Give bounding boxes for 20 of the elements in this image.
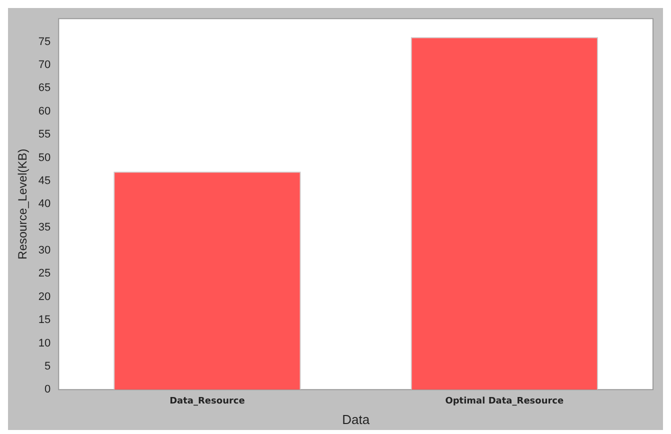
- y-tick-label: 40: [38, 198, 51, 210]
- y-tick-label: 20: [38, 290, 51, 303]
- y-tick-label: 15: [38, 314, 51, 326]
- y-tick-label: 75: [38, 36, 51, 48]
- y-tick-label: 65: [38, 82, 51, 94]
- x-tick-label: Optimal Data_Resource: [445, 396, 564, 406]
- y-tick-label: 30: [38, 244, 51, 257]
- y-tick-label: 5: [44, 360, 51, 372]
- y-tick-label: 50: [38, 152, 51, 164]
- y-tick-label: 10: [38, 337, 51, 350]
- y-tick-label: 0: [44, 384, 51, 396]
- x-axis-title: Data: [342, 412, 370, 427]
- y-tick-label: 55: [38, 128, 51, 141]
- y-tick-label: 70: [38, 59, 51, 72]
- x-tick-label: Data_Resource: [170, 396, 245, 406]
- y-tick-label: 45: [38, 174, 51, 187]
- y-tick-label: 25: [38, 268, 51, 280]
- y-tick-label: 35: [38, 221, 51, 234]
- y-axis-title: Resource_Level(KB): [16, 148, 30, 260]
- y-tick-label: 60: [38, 105, 51, 118]
